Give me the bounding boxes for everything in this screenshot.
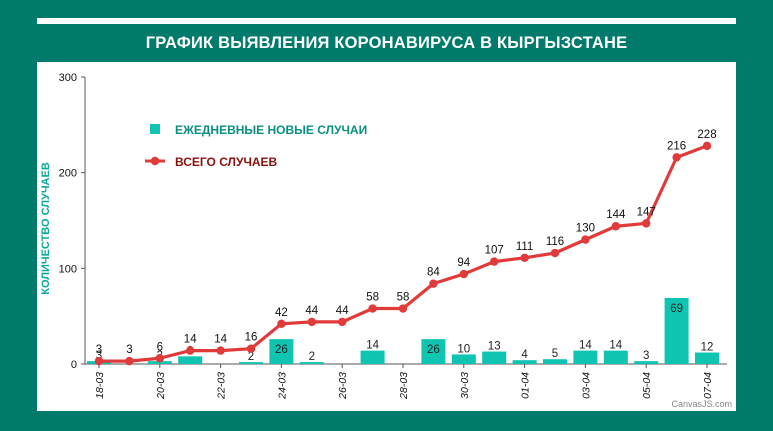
bar-value-label: 14: [609, 340, 622, 352]
legend-line-marker: [150, 156, 160, 166]
line-point: [338, 317, 347, 327]
line-value-label: 58: [397, 292, 410, 304]
bar-value-label: 14: [366, 340, 379, 352]
x-tick-label: 22-03: [216, 372, 228, 400]
y-tick-label: 300: [59, 72, 77, 84]
line-point: [277, 319, 286, 329]
bar-value-label: 14: [579, 340, 592, 352]
x-tick-label: 18-03: [94, 372, 106, 399]
line-value-label: 144: [606, 209, 626, 221]
y-tick-label: 0: [71, 359, 77, 371]
line-value-label: 42: [275, 307, 288, 319]
bar-value-label: 3: [96, 350, 102, 362]
credit-text: CanvasJS.com: [671, 399, 732, 409]
line-value-label: 14: [184, 334, 197, 346]
y-tick-label: 100: [59, 263, 77, 275]
bar-value-label: 13: [488, 341, 501, 353]
bar-value-label: 69: [670, 303, 683, 315]
line-point: [155, 354, 164, 363]
line-point: [520, 253, 529, 263]
line-point: [125, 356, 134, 366]
line-value-label: 147: [637, 206, 656, 218]
line-point: [550, 248, 560, 258]
line-value-label: 58: [366, 292, 379, 304]
x-tick-label: 30-03: [459, 372, 471, 399]
line-value-label: 84: [427, 267, 440, 279]
bar-value-label: 4: [521, 349, 528, 361]
bar: [695, 352, 719, 364]
x-tick-label: 28-03: [398, 372, 410, 400]
bar-value-label: 2: [309, 351, 315, 363]
bar: [239, 362, 263, 364]
line-point: [246, 344, 256, 353]
line-point: [611, 222, 620, 231]
x-tick-label: 20-03: [155, 372, 167, 400]
line-value-label: 6: [157, 341, 163, 353]
bar: [603, 350, 628, 364]
legend-line-label: ВСЕГО СЛУЧАЕВ: [175, 155, 278, 169]
bar: [360, 350, 385, 364]
line-point: [672, 153, 681, 162]
bar-value-label: 5: [552, 348, 558, 360]
legend-bar-swatch: [150, 124, 160, 134]
total-cases-line: [99, 144, 708, 363]
line-value-label: 44: [305, 305, 318, 317]
chart-card: ГРАФИК ВЫЯВЛЕНИЯ КОРОНАВИРУСА В КЫРГЫЗСТ…: [37, 18, 736, 411]
x-tick-label: 26-03: [337, 372, 349, 400]
bar: [543, 359, 567, 364]
y-tick-label: 200: [59, 168, 77, 180]
line-point: [702, 141, 712, 151]
line-point: [216, 346, 225, 355]
bar-value-label: 10: [457, 343, 470, 355]
bar: [178, 356, 203, 364]
line-point: [459, 269, 468, 279]
line-point: [186, 346, 195, 355]
bar: [147, 361, 172, 364]
line-point: [368, 304, 377, 313]
line-point: [642, 219, 651, 228]
line-value-label: 130: [576, 223, 595, 235]
x-tick-label: 03-04: [580, 372, 592, 399]
bar: [573, 350, 598, 364]
line-value-label: 116: [546, 236, 564, 248]
bar: [634, 361, 659, 364]
line-point: [307, 317, 316, 327]
line-value-label: 3: [96, 344, 102, 356]
x-tick-label: 01-04: [520, 372, 532, 399]
bar-value-label: 26: [427, 344, 440, 356]
line-value-label: 14: [214, 334, 227, 346]
line-point: [581, 235, 590, 244]
line-value-label: 107: [485, 245, 504, 257]
bar: [421, 339, 446, 364]
line-point: [429, 279, 438, 288]
bar-value-label: 12: [701, 342, 714, 354]
bar: [299, 362, 324, 364]
bar: [482, 351, 507, 364]
x-tick-label: 05-04: [641, 372, 653, 399]
bar: [269, 339, 294, 364]
chart-title: ГРАФИК ВЫЯВЛЕНИЯ КОРОНАВИРУСА В КЫРГЫЗСТ…: [37, 24, 736, 62]
line-value-label: 111: [516, 241, 533, 253]
bar: [451, 354, 476, 364]
line-point: [490, 257, 499, 266]
line-value-label: 228: [697, 129, 716, 141]
bar-value-label: 2: [248, 351, 254, 363]
line-value-label: 94: [457, 257, 470, 269]
legend: ЕЖЕДНЕВНЫЕ НОВЫЕ СЛУЧАИ ВСЕГО СЛУЧАЕВ: [145, 123, 367, 169]
x-tick-label: 07-04: [702, 372, 714, 399]
line-point: [94, 356, 104, 366]
bar-value-label: 3: [643, 350, 649, 362]
line-value-label: 216: [667, 140, 686, 152]
bar: [664, 297, 689, 364]
x-tick-label: 24-03: [276, 372, 288, 400]
y-axis-title: КОЛИЧЕСТВО СЛУЧАЕВ: [40, 162, 52, 295]
bar-value-label: 26: [275, 344, 288, 356]
line-value-label: 16: [245, 332, 258, 344]
bar: [512, 360, 537, 364]
line-value-label: 3: [126, 344, 132, 356]
line-value-label: 44: [336, 305, 349, 317]
legend-bar-label: ЕЖЕДНЕВНЫЕ НОВЫЕ СЛУЧАИ: [175, 123, 367, 137]
line-point: [398, 304, 408, 313]
